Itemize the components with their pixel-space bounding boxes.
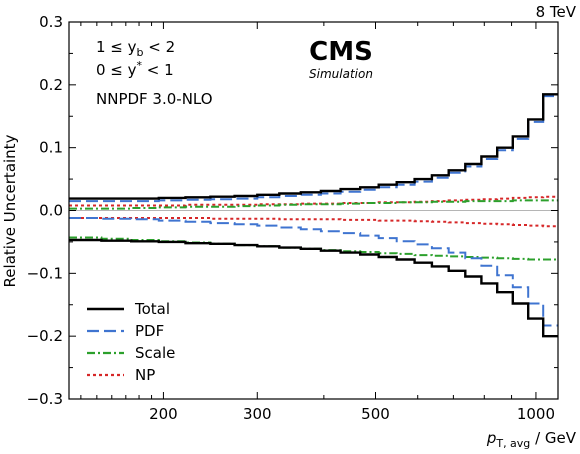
series-np-up [69, 195, 558, 207]
y-tick-label: 0.3 [39, 13, 63, 31]
pdf-set-label: NNPDF 3.0-NLO [96, 90, 213, 108]
x-axis-title: pT, avg / GeV [486, 429, 577, 450]
y-tick-label: 0.1 [39, 139, 63, 157]
y-tick-label: −0.1 [27, 264, 63, 282]
series-pdf-down [69, 217, 558, 327]
legend-label-total: Total [134, 300, 170, 318]
region-2-sup: * [137, 59, 143, 72]
ticks-layer: −0.3 −0.2 −0.1 0.0 0.1 0.2 0.3 200 300 500 1000 [27, 13, 558, 423]
experiment-label: CMS [309, 37, 373, 67]
region-2-text: 0 ≤ y [96, 61, 137, 79]
x-tick-label: 200 [149, 405, 178, 423]
energy-label: 8 TeV [536, 3, 577, 21]
legend-label-scale: Scale [135, 344, 175, 362]
y-tick-label: 0.0 [39, 202, 63, 220]
experiment-sub-label: Simulation [309, 67, 373, 81]
x-axis-title-unit: / GeV [530, 429, 576, 447]
region-line-1: 1 ≤ yb < 2 [96, 38, 175, 59]
series-np-down [69, 217, 558, 228]
series-total-down [69, 238, 558, 338]
x-tick-label: 1000 [517, 405, 555, 423]
plot-frame [68, 21, 559, 400]
region-line-2: 0 ≤ y* < 1 [96, 59, 174, 79]
legend-label-pdf: PDF [135, 322, 164, 340]
x-axis-title-sub: T, avg [495, 437, 530, 450]
x-tick-label: 500 [361, 405, 390, 423]
region-1-text: 1 ≤ y [96, 38, 137, 56]
y-tick-label: 0.2 [39, 76, 63, 94]
series-layer [69, 93, 558, 338]
region-1-sub: b [137, 46, 144, 59]
y-axis-title: Relative Uncertainty [1, 134, 19, 287]
x-axis-title-main: p [486, 429, 497, 447]
region-1-end: < 2 [144, 38, 176, 56]
x-tick-label: 300 [243, 405, 272, 423]
series-scale-up [69, 199, 558, 210]
series-total-up [69, 93, 558, 200]
legend-label-np: NP [135, 366, 155, 384]
y-tick-label: −0.3 [27, 390, 63, 408]
series-scale-down [69, 236, 558, 261]
legend: Total PDF Scale NP [87, 300, 175, 384]
y-tick-label: −0.2 [27, 327, 63, 345]
series-pdf-up [69, 95, 558, 203]
region-2-end: < 1 [142, 61, 174, 79]
